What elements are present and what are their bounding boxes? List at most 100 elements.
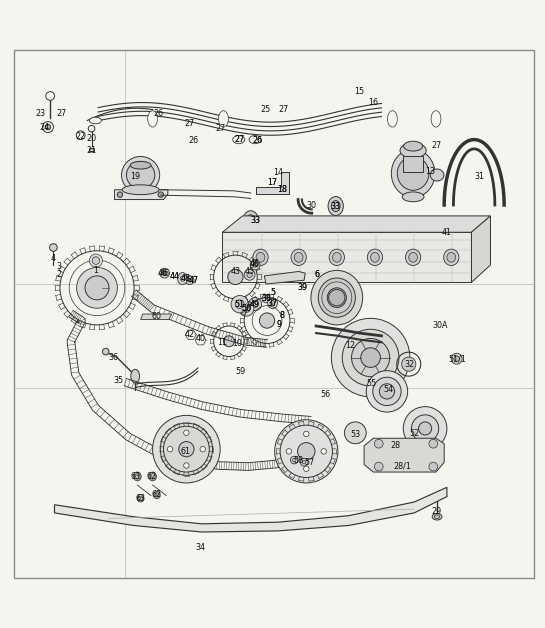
- Text: 45: 45: [245, 267, 255, 276]
- Circle shape: [102, 349, 109, 355]
- Text: 29: 29: [431, 507, 441, 516]
- Text: 56: 56: [321, 390, 331, 399]
- Ellipse shape: [332, 252, 341, 263]
- Circle shape: [184, 463, 189, 468]
- Polygon shape: [222, 232, 471, 283]
- Polygon shape: [264, 271, 305, 284]
- Text: 38: 38: [261, 295, 271, 303]
- Ellipse shape: [178, 273, 187, 284]
- Text: 47: 47: [189, 276, 198, 284]
- Text: 22: 22: [76, 133, 86, 141]
- Text: 37: 37: [268, 298, 277, 308]
- Polygon shape: [114, 190, 168, 200]
- Text: 17: 17: [268, 178, 277, 187]
- Circle shape: [474, 229, 485, 240]
- Text: 4: 4: [51, 254, 56, 263]
- Text: 62: 62: [152, 490, 162, 499]
- Circle shape: [403, 407, 447, 450]
- Circle shape: [135, 474, 140, 479]
- Ellipse shape: [235, 300, 244, 308]
- Circle shape: [228, 269, 243, 284]
- Circle shape: [138, 496, 143, 501]
- Ellipse shape: [89, 117, 101, 124]
- Ellipse shape: [387, 111, 397, 127]
- Circle shape: [366, 371, 408, 412]
- Ellipse shape: [367, 249, 383, 266]
- Circle shape: [50, 244, 57, 251]
- Text: 21: 21: [87, 146, 96, 155]
- Text: 17: 17: [268, 178, 277, 187]
- Circle shape: [352, 338, 390, 377]
- Ellipse shape: [302, 460, 306, 464]
- Text: 26: 26: [252, 136, 262, 145]
- Ellipse shape: [233, 136, 245, 144]
- Text: 49: 49: [250, 300, 260, 309]
- Ellipse shape: [243, 211, 258, 230]
- Ellipse shape: [431, 111, 441, 127]
- Text: 55: 55: [367, 379, 377, 388]
- Text: 30A: 30A: [433, 322, 448, 330]
- Ellipse shape: [293, 458, 296, 462]
- Text: 33: 33: [330, 202, 340, 210]
- Polygon shape: [141, 314, 172, 320]
- Ellipse shape: [244, 269, 255, 280]
- Ellipse shape: [409, 252, 417, 263]
- Text: 12: 12: [345, 341, 355, 350]
- Ellipse shape: [318, 278, 355, 317]
- Ellipse shape: [253, 249, 268, 266]
- Circle shape: [454, 356, 459, 362]
- Text: 44: 44: [169, 273, 179, 281]
- Ellipse shape: [187, 278, 192, 282]
- Text: 28/1: 28/1: [393, 461, 411, 470]
- Ellipse shape: [327, 288, 347, 308]
- Circle shape: [321, 448, 326, 454]
- Circle shape: [77, 268, 117, 308]
- Circle shape: [342, 329, 399, 386]
- Ellipse shape: [122, 185, 159, 195]
- Text: 5: 5: [270, 288, 275, 296]
- Ellipse shape: [403, 141, 423, 151]
- Circle shape: [92, 257, 100, 264]
- Ellipse shape: [185, 276, 194, 284]
- Text: 35: 35: [114, 376, 124, 385]
- Text: 39: 39: [298, 283, 307, 293]
- Text: 18: 18: [277, 185, 287, 194]
- Ellipse shape: [329, 249, 344, 266]
- Text: 48: 48: [180, 274, 190, 283]
- Text: 50: 50: [241, 304, 251, 313]
- Circle shape: [429, 440, 438, 448]
- Text: 42: 42: [185, 330, 195, 339]
- Ellipse shape: [239, 301, 254, 316]
- Ellipse shape: [444, 249, 459, 266]
- Circle shape: [451, 353, 462, 364]
- Text: 54: 54: [383, 385, 393, 394]
- Circle shape: [344, 422, 366, 444]
- Circle shape: [45, 124, 51, 130]
- Circle shape: [88, 126, 95, 132]
- Ellipse shape: [148, 111, 158, 127]
- Text: 25: 25: [261, 105, 271, 114]
- Circle shape: [43, 122, 53, 133]
- Text: 19: 19: [130, 172, 140, 181]
- Circle shape: [85, 276, 109, 300]
- Text: 51/1: 51/1: [449, 354, 467, 363]
- Polygon shape: [222, 216, 490, 232]
- Text: 6: 6: [314, 270, 320, 279]
- Circle shape: [374, 462, 383, 471]
- Ellipse shape: [130, 161, 151, 169]
- Text: 9: 9: [276, 320, 282, 330]
- Text: 47: 47: [189, 276, 198, 284]
- Circle shape: [179, 441, 194, 457]
- Text: 33: 33: [250, 216, 260, 225]
- Text: 27: 27: [235, 135, 245, 144]
- Circle shape: [117, 192, 123, 197]
- Circle shape: [411, 415, 439, 442]
- Ellipse shape: [126, 161, 155, 188]
- Ellipse shape: [253, 263, 257, 267]
- Text: 6: 6: [314, 270, 320, 279]
- Text: 31: 31: [475, 172, 485, 181]
- Text: 50: 50: [241, 304, 251, 313]
- Text: 20: 20: [87, 134, 96, 143]
- Circle shape: [160, 423, 213, 475]
- Text: 63: 63: [130, 472, 140, 481]
